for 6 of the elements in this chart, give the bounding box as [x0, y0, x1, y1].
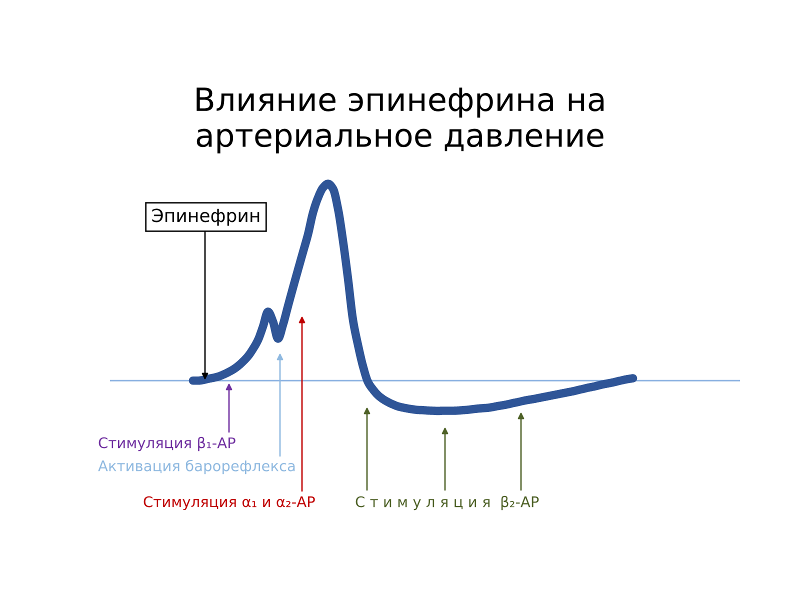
annotation: Эпинефрин	[152, 208, 260, 226]
text: Активация барорефлекса	[98, 460, 295, 474]
chart-title: Влияние эпинефрина на артериальное давление	[196, 88, 604, 154]
text: С т и м у л я ц и я β₂-АР	[356, 496, 539, 510]
text: Стимуляция β₁-АР	[98, 436, 236, 452]
text: Стимуляция α₁ и α₂-АР	[144, 496, 315, 510]
